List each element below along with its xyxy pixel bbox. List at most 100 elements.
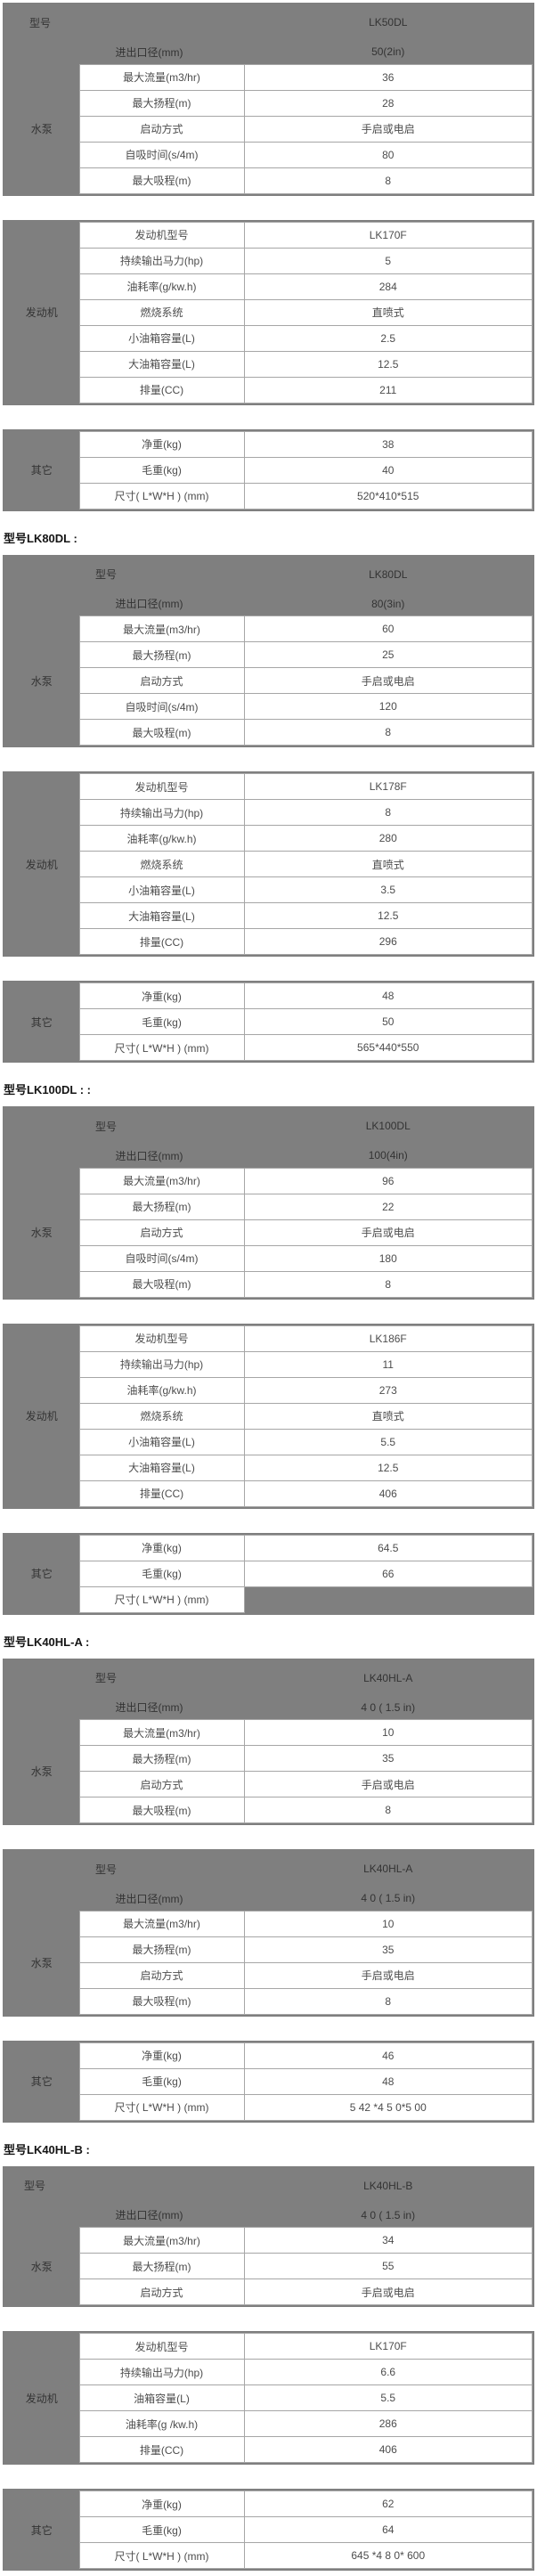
table-row: 毛重(kg) 64 (4, 2516, 533, 2543)
model-value: LK40HL-A (363, 1671, 413, 1684)
spec-value: 手启或电启 (243, 1219, 533, 1246)
table-row: 油箱容量(L) 5.5 (4, 2384, 533, 2411)
spec-label: 持续输出马力(hp) (78, 1350, 245, 1378)
table-row: 自吸时间(s/4m) 180 (4, 1244, 533, 1272)
spec-value (244, 1586, 533, 1612)
spec-label: 油箱容量(L) (78, 2384, 245, 2411)
table-row: 水泵 最大流量(m3/hr) 60 (4, 615, 533, 688)
spec-value: 55 (243, 2253, 533, 2279)
spec-table-grid: 发动机 发动机型号 LK170F 持续输出马力(hp) 6.6 油箱容量(L) 5.5 油耗率… (4, 2333, 533, 2463)
spec-table-grid: 其它 净重(kg) 38 毛重(kg) 40 尺寸( L*W*H ) (mm) 520*41… (4, 430, 533, 509)
spec-value: 34 (243, 2227, 533, 2254)
spec-label: 自吸时间(s/4m) (78, 1244, 245, 1272)
table-row: 启动方式 手启或电启 (4, 1961, 533, 1989)
table-row: 自吸时间(s/4m) 80 (4, 141, 533, 168)
spec-table-lk50dl-engine: 发动机 发动机型号 LK170F 持续输出马力(hp) 5 油耗率(g/kw.h) 284 燃… (3, 219, 534, 405)
spec-value: 96 (243, 1167, 533, 1194)
table-row: 最大吸程(m) 8 (4, 719, 533, 746)
table-row: 最大扬程(m) 55 (4, 2253, 533, 2279)
section-title-lk100dl: 型号LK100DL : : (4, 1083, 91, 1096)
spec-table-lk50dl-pump: 型号 LK50DL 进出口径(mm) 50(2in) 水泵 最大流量(m3/hr) 36 最大… (3, 3, 534, 196)
category-label: 其它 (30, 2075, 53, 2088)
spec-value: 284 (243, 273, 533, 300)
spec-label: 最大扬程(m) (78, 641, 245, 668)
spec-table-lk40hl-b-pump: 型号 LK40HL-B 进出口径(mm) 4 0 ( 1.5 in) 水泵 最大流量(m3… (3, 2165, 534, 2307)
spec-table-lk80dl-engine: 发动机 发动机型号 LK178F 持续输出马力(hp) 8 油耗率(g/kw.h) 280 燃… (3, 771, 534, 957)
table-row: 最大扬程(m) 25 (4, 641, 533, 668)
spec-label: 毛重(kg) (78, 2516, 245, 2543)
model-row-label: 型号 (95, 1120, 118, 1133)
spec-value: 3.5 (243, 876, 533, 903)
spec-value: 48 (243, 982, 533, 1009)
table-row: 其它 净重(kg) 64.5 (4, 1534, 533, 1580)
spec-label: 最大吸程(m) (78, 1797, 245, 1823)
spec-label: 最大流量(m3/hr) (78, 63, 245, 91)
diameter-value: 80(3in) (371, 597, 405, 610)
table-row: 油耗率(g /kw.h) 286 (4, 2410, 533, 2437)
spec-table-lk50dl-other: 其它 净重(kg) 38 毛重(kg) 40 尺寸( L*W*H ) (mm) 520*41… (3, 428, 534, 511)
spec-label: 启动方式 (78, 1771, 245, 1797)
spec-value: 66 (243, 1560, 533, 1587)
category-label: 其它 (30, 1015, 53, 1029)
category-label: 水泵 (30, 1956, 53, 1969)
spec-label: 持续输出马力(hp) (78, 2359, 245, 2385)
table-row: 持续输出马力(hp) 8 (4, 799, 533, 826)
spec-value: 60 (243, 615, 533, 642)
spec-value: 40 (243, 456, 533, 484)
spec-value: 64.5 (243, 1534, 533, 1561)
table-row: 排量(CC) 211 (4, 376, 533, 404)
table-row: 启动方式 手启或电启 (4, 2278, 533, 2305)
model-row-label: 型号 (29, 16, 52, 29)
spec-value: 22 (243, 1193, 533, 1220)
spec-label: 持续输出马力(hp) (78, 799, 245, 826)
spec-value: 565*440*550 (243, 1034, 533, 1061)
spec-value: 62 (243, 2490, 533, 2517)
spec-table-lk40hl-b-other: 其它 净重(kg) 62 毛重(kg) 64 尺寸( L*W*H ) (mm) 645 *4… (3, 2489, 534, 2571)
table-row: 持续输出马力(hp) 11 (4, 1350, 533, 1378)
spec-value: 12.5 (243, 1454, 533, 1481)
spec-value: 520*410*515 (243, 482, 533, 509)
spec-label: 尺寸( L*W*H ) (mm) (78, 1034, 245, 1061)
category-label: 其它 (30, 2523, 53, 2537)
table-row: 尺寸( L*W*H ) (mm) 565*440*550 (4, 1034, 533, 1061)
spec-label: 尺寸( L*W*H ) (mm) (78, 2093, 245, 2121)
spec-label: 持续输出马力(hp) (78, 247, 245, 274)
model-row-label: 型号 (95, 1863, 118, 1876)
table-row: 大油箱容量(L) 12.5 (4, 1454, 533, 1481)
spec-label: 排量(CC) (78, 1480, 245, 1507)
spec-value: 35 (243, 1936, 533, 1963)
spec-label: 燃烧系统 (78, 298, 245, 326)
spec-label: 排量(CC) (78, 2436, 245, 2463)
spec-label: 油耗率(g/kw.h) (78, 273, 245, 300)
spec-label: 尺寸( L*W*H ) (mm) (78, 1586, 245, 1613)
diameter-row-label: 进出口径(mm) (115, 1149, 183, 1162)
table-row: 最大扬程(m) 22 (4, 1193, 533, 1220)
spec-label: 尺寸( L*W*H ) (mm) (78, 2542, 245, 2569)
table-row: 最大吸程(m) 8 (4, 1270, 533, 1298)
table-row: 持续输出马力(hp) 5 (4, 247, 533, 274)
table-row: 大油箱容量(L) 12.5 (4, 350, 533, 378)
spec-table-grid: 其它 净重(kg) 64.5 毛重(kg) 66 尺寸( L*W*H ) (mm) (4, 1534, 533, 1613)
diameter-value: 4 0 ( 1.5 in) (361, 1892, 416, 1905)
spec-label: 最大流量(m3/hr) (78, 615, 245, 642)
spec-label: 最大流量(m3/hr) (78, 1910, 245, 1937)
spec-label: 小油箱容量(L) (78, 324, 245, 352)
spec-label: 大油箱容量(L) (78, 1454, 245, 1481)
table-row: 毛重(kg) 40 (4, 456, 533, 484)
table-row: 启动方式 手启或电启 (4, 1219, 533, 1246)
model-value: LK40HL-A (363, 1863, 413, 1875)
spec-label: 最大吸程(m) (78, 719, 245, 746)
spec-table-lk40hl-a-other: 其它 净重(kg) 46 毛重(kg) 48 尺寸( L*W*H ) (mm) 5 42 *… (3, 2040, 534, 2123)
spec-label: 最大吸程(m) (78, 1270, 245, 1298)
spec-table-grid: 发动机 发动机型号 LK186F 持续输出马力(hp) 11 油耗率(g/kw.h) 273… (4, 1325, 533, 1507)
spec-label: 净重(kg) (78, 430, 245, 458)
spec-label: 发动机型号 (78, 773, 245, 800)
spec-value: 手启或电启 (243, 2278, 533, 2305)
spec-label: 油耗率(g/kw.h) (78, 825, 245, 852)
spec-value: 6.6 (243, 2359, 533, 2385)
spec-value: 273 (243, 1376, 533, 1404)
model-row-label: 型号 (95, 568, 118, 581)
spec-label: 发动机型号 (78, 2333, 245, 2360)
spec-label: 排量(CC) (78, 928, 245, 955)
spec-label: 最大扬程(m) (78, 89, 245, 117)
